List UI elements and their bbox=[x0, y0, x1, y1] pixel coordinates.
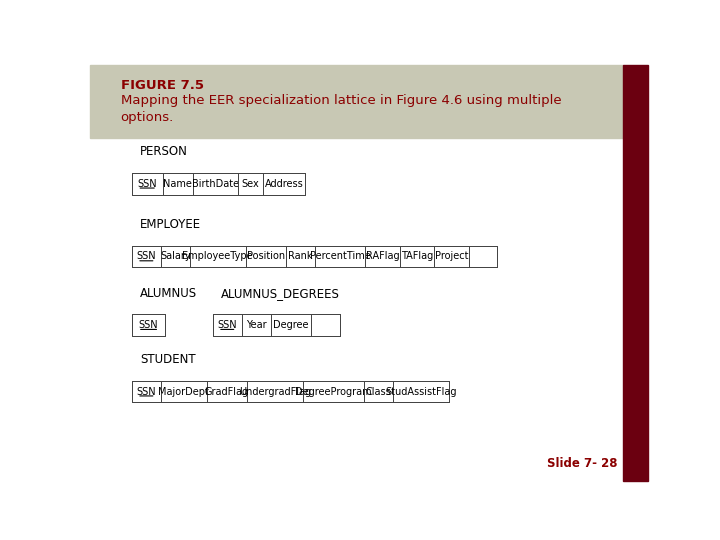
Text: Degree: Degree bbox=[273, 320, 309, 330]
Text: SSN: SSN bbox=[137, 252, 156, 261]
Bar bbox=[132, 246, 161, 267]
Bar bbox=[90, 65, 623, 138]
Bar bbox=[393, 381, 449, 402]
Bar bbox=[132, 173, 163, 194]
Text: Rank: Rank bbox=[288, 252, 312, 261]
Text: DegreeProgram: DegreeProgram bbox=[295, 387, 372, 396]
Text: ALUMNUS_DEGREES: ALUMNUS_DEGREES bbox=[221, 287, 340, 300]
Text: FIGURE 7.5: FIGURE 7.5 bbox=[121, 79, 204, 92]
Text: BirthDate: BirthDate bbox=[192, 179, 239, 188]
Bar bbox=[132, 314, 166, 336]
Bar bbox=[163, 173, 193, 194]
Bar bbox=[190, 246, 246, 267]
Bar bbox=[132, 173, 305, 194]
Text: Project: Project bbox=[435, 252, 468, 261]
Bar bbox=[271, 314, 311, 336]
Text: Address: Address bbox=[264, 179, 303, 188]
Text: GradFlag: GradFlag bbox=[204, 387, 249, 396]
Text: Sex: Sex bbox=[241, 179, 259, 188]
Bar bbox=[193, 173, 238, 194]
Text: MajorDept: MajorDept bbox=[158, 387, 210, 396]
Bar bbox=[132, 381, 449, 402]
Bar bbox=[434, 246, 469, 267]
Bar bbox=[132, 381, 161, 402]
Bar bbox=[311, 314, 340, 336]
Text: Slide 7- 28: Slide 7- 28 bbox=[546, 457, 617, 470]
Text: ALUMNUS: ALUMNUS bbox=[140, 287, 197, 300]
Bar bbox=[213, 314, 340, 336]
Bar bbox=[364, 381, 393, 402]
Bar bbox=[315, 246, 365, 267]
Bar bbox=[213, 314, 242, 336]
Text: Position: Position bbox=[247, 252, 285, 261]
Bar bbox=[242, 314, 271, 336]
Bar bbox=[623, 65, 648, 481]
Bar bbox=[132, 246, 497, 267]
Text: Salary: Salary bbox=[160, 252, 191, 261]
Bar bbox=[263, 173, 305, 194]
Bar bbox=[469, 246, 497, 267]
Text: EmployeeType: EmployeeType bbox=[182, 252, 253, 261]
Bar bbox=[365, 246, 400, 267]
Text: STUDENT: STUDENT bbox=[140, 353, 196, 366]
Bar bbox=[238, 173, 263, 194]
Bar bbox=[246, 246, 286, 267]
Text: RAFlag: RAFlag bbox=[366, 252, 399, 261]
Text: SSN: SSN bbox=[138, 179, 157, 188]
Text: Year: Year bbox=[246, 320, 266, 330]
Text: SSN: SSN bbox=[137, 387, 156, 396]
Text: TAFlag: TAFlag bbox=[401, 252, 433, 261]
Bar bbox=[207, 381, 247, 402]
Text: PERSON: PERSON bbox=[140, 145, 188, 158]
Bar bbox=[247, 381, 302, 402]
Text: StudAssistFlag: StudAssistFlag bbox=[385, 387, 456, 396]
Bar bbox=[286, 246, 315, 267]
Bar bbox=[132, 314, 166, 336]
Text: EMPLOYEE: EMPLOYEE bbox=[140, 218, 202, 231]
Text: Mapping the EER specialization lattice in Figure 4.6 using multiple
options.: Mapping the EER specialization lattice i… bbox=[121, 94, 562, 124]
Text: SSN: SSN bbox=[217, 320, 237, 330]
Text: PercentTime: PercentTime bbox=[310, 252, 370, 261]
Bar bbox=[161, 381, 207, 402]
Text: Class: Class bbox=[366, 387, 392, 396]
Text: Name: Name bbox=[163, 179, 192, 188]
Bar bbox=[161, 246, 190, 267]
Bar bbox=[302, 381, 364, 402]
Bar bbox=[400, 246, 434, 267]
Text: SSN: SSN bbox=[139, 320, 158, 330]
Text: UndergradFlag: UndergradFlag bbox=[238, 387, 311, 396]
